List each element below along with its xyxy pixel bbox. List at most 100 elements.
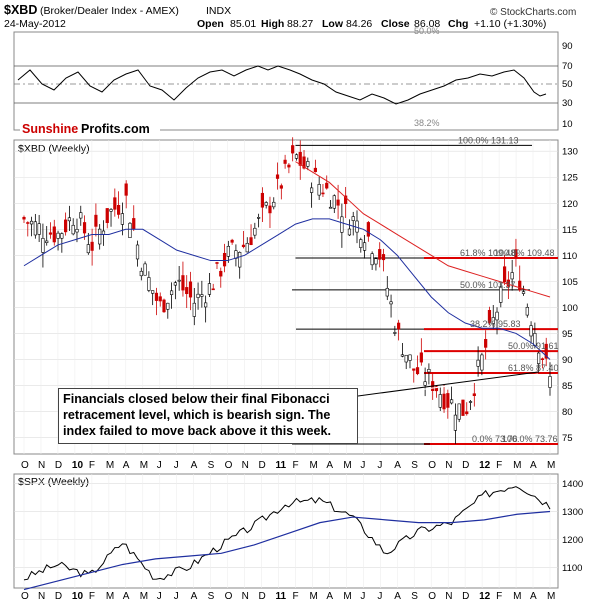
candle-body [249,237,253,246]
x-axis-label-bottom: A [191,591,198,602]
rsi-tick-70: 70 [562,61,573,72]
candle-body [355,220,359,233]
candle-body [37,223,41,235]
candle-body [446,393,450,408]
callout-pointer [357,371,539,397]
candle-body [260,192,265,208]
candle-body [188,281,193,298]
candle-body [226,245,230,257]
candle-body [491,317,495,325]
header-name: (Broker/Dealer Index - AMEX) [40,5,179,17]
candle-body [272,201,276,208]
x-axis-label-bottom: F [292,591,298,602]
x-axis-label-bottom: F [89,591,95,602]
candle-body [207,283,212,295]
candle-body [325,182,329,189]
x-axis-label-bottom: J [157,591,162,602]
candle-body [468,401,473,403]
x-axis-label-bottom: A [123,591,130,602]
x-axis-label-bottom: A [326,591,333,602]
main-y-tick: 95 [562,329,573,340]
candle-body [291,145,295,154]
candle-body [298,151,302,166]
x-axis-label: F [496,460,502,471]
x-axis-label-bottom: M [547,591,555,602]
candle-body [510,272,514,280]
spx-y-tick: 1200 [562,535,583,546]
x-axis-label: 10 [72,460,84,471]
candle-body [381,254,386,261]
candle-body [22,216,26,220]
header-close-value: 86.08 [414,18,440,30]
candle-body [132,218,136,230]
x-axis-label: O [225,460,233,471]
candle-body [117,204,121,215]
x-axis-label-bottom: D [55,591,62,602]
main-y-tick: 130 [562,147,578,158]
candles [22,137,552,444]
candle-body [427,369,431,373]
candle-body [26,222,30,224]
candle-body [302,156,306,169]
header-open-label: Open [197,18,224,30]
fibonacci-levels [292,144,558,446]
x-axis-label: A [123,460,130,471]
candle-body [521,291,526,294]
x-axis-label-bottom: N [242,591,249,602]
candle-body [215,262,219,264]
x-axis-label: F [292,460,298,471]
candle-body [397,322,401,330]
candle-body [480,354,484,371]
x-axis-label-bottom: 11 [276,591,287,602]
candle-body [415,367,420,375]
candle-body [279,185,283,189]
candle-body [404,354,408,363]
spx-panel-title: $SPX (Weekly) [18,476,89,488]
x-axis-label: D [462,460,469,471]
x-axis-label-bottom: D [462,591,469,602]
rsi-panel: 50.0% 38.2% 90 70 50 30 10 [13,26,573,131]
candle-body [257,217,261,219]
candle-body [86,244,90,254]
candle-body [344,195,348,205]
candle-body [518,280,522,291]
main-y-tick: 120 [562,199,578,210]
candle-body [192,302,196,317]
candle-body [200,294,204,297]
candle-body [113,197,117,210]
candle-body [321,192,325,195]
x-axis-label-bottom: M [106,591,114,602]
candle-body [33,221,37,236]
candle-body [56,232,60,239]
candle-body [41,238,45,253]
candle-body [241,244,246,248]
candle-body [124,183,128,196]
candle-body [166,302,170,310]
x-axis-label: N [242,460,249,471]
candle-body [502,266,507,283]
x-axis-label-bottom: M [309,591,317,602]
rsi-label-38: 38.2% [414,118,440,128]
candle-body [499,286,503,303]
candle-body [101,230,106,235]
candle-body [196,293,200,298]
candle-body [135,244,140,260]
candle-body [370,253,374,266]
candle-body [434,386,439,392]
candle-body [275,174,280,179]
candle-body [366,222,370,237]
candle-body [347,228,352,236]
fib-label: 50.0% 103.37 [460,280,516,290]
spx-y-tick: 1100 [562,563,582,574]
logo-text-b: Profits.com [81,122,150,136]
candle-body [423,381,427,386]
fib-label: 100.0% 109.48 [494,248,555,258]
candle-body [461,399,465,416]
fib-label: 50.0% 91.61 [508,341,559,351]
x-axis-label-bottom: A [394,591,401,602]
x-axis-label: J [174,460,179,471]
candle-body [147,277,151,291]
